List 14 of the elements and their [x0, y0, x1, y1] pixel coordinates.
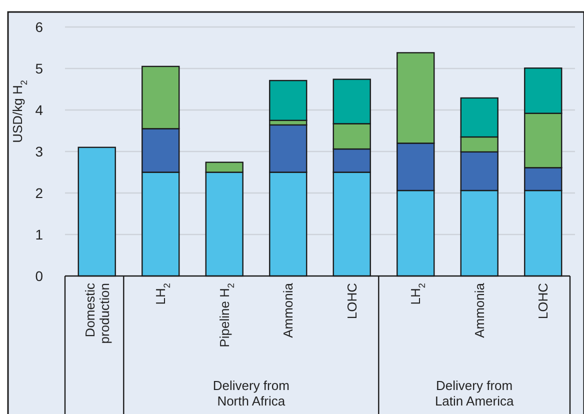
y-tick-label: 0: [35, 268, 44, 284]
x-tick-label: LOHC: [536, 283, 551, 320]
x-tick-label: Ammonia: [472, 282, 487, 338]
y-tick-label: 3: [35, 143, 44, 160]
y-tick-label: 5: [35, 60, 44, 76]
x-tick-label: LOHC: [344, 283, 360, 320]
x-tick-label: Ammonia: [280, 282, 296, 338]
y-tick-label: 6: [35, 18, 44, 35]
x-tick-label: Domestic production: [82, 282, 112, 344]
y-tick-label: 1: [35, 226, 44, 242]
y-tick-label: 2: [35, 184, 44, 201]
y-tick-label: 4: [35, 102, 44, 118]
text: Delivery from Latin America: [434, 378, 514, 409]
text: Delivery from North Africa: [212, 378, 290, 409]
